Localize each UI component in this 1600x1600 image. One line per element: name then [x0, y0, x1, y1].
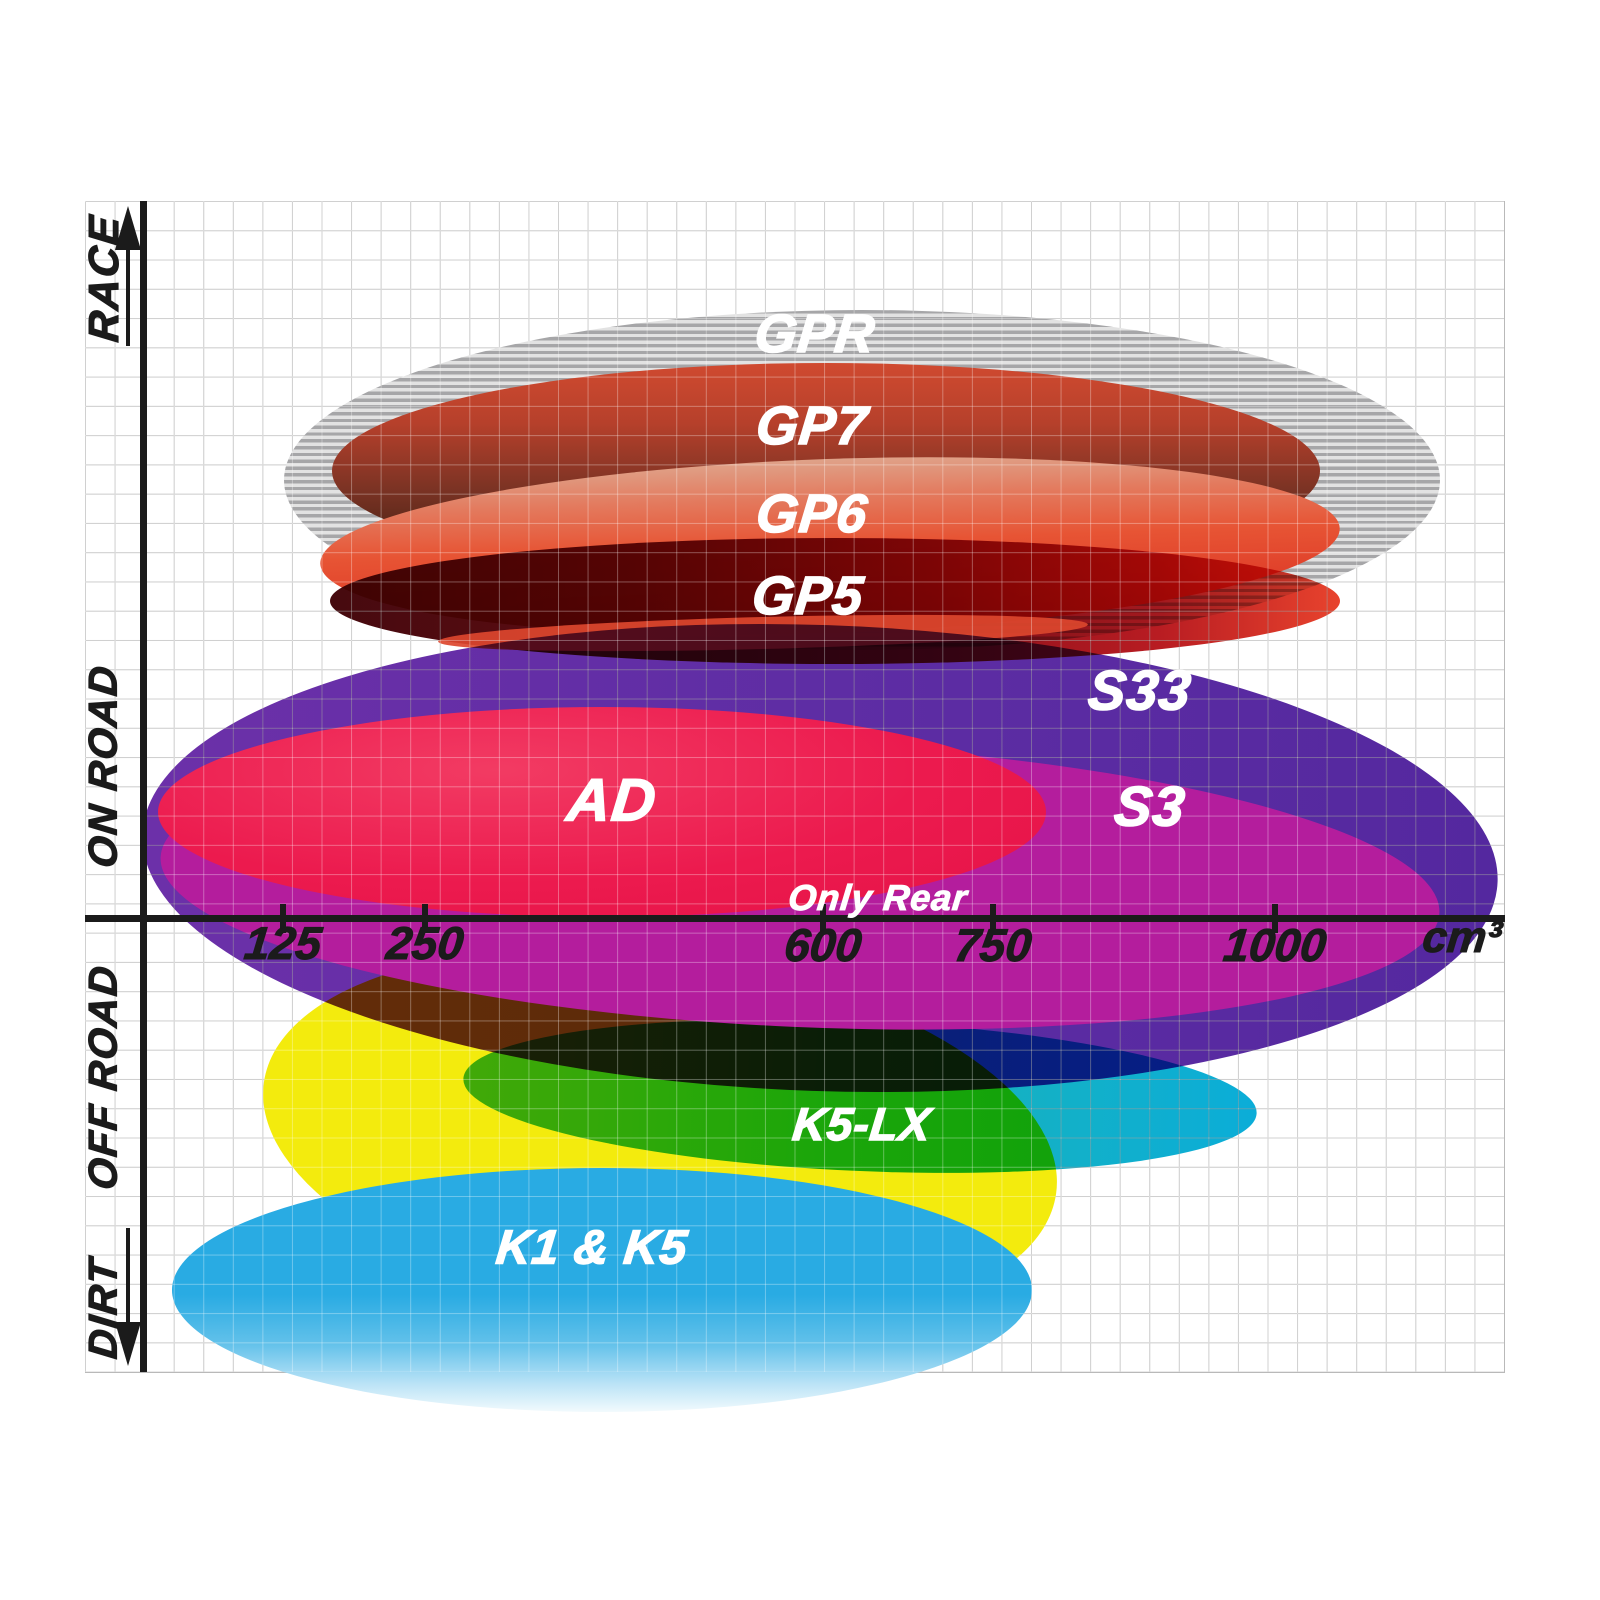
- x-tick-label-250: 250: [383, 917, 467, 970]
- region-label-gp5: GP5: [749, 565, 868, 627]
- region-label-k5lx: K5-LX: [790, 1097, 935, 1151]
- region-label-ad: AD: [563, 766, 660, 835]
- x-tick-label-600: 600: [781, 919, 865, 972]
- region-note-only-rear: Only Rear: [786, 877, 970, 919]
- y-zone-label-dirt: DIRT: [81, 1255, 126, 1361]
- x-tick-label-750: 750: [951, 919, 1035, 972]
- region-label-s33: S33: [1085, 658, 1196, 723]
- region-label-gpr: GPR: [751, 303, 879, 365]
- region-label-s3: S3: [1111, 774, 1190, 839]
- dirt-arrow-line: [126, 1228, 130, 1328]
- x-tick-label-1000: 1000: [1221, 919, 1330, 972]
- region-label-gp6: GP6: [753, 483, 872, 545]
- y-zone-label-off-road: OFF ROAD: [81, 962, 126, 1193]
- y-axis-line: [140, 201, 147, 1372]
- region-label-k1k5: K1 & K5: [493, 1221, 691, 1276]
- x-tick-label-125: 125: [241, 917, 325, 970]
- region-label-gp7: GP7: [753, 395, 872, 457]
- x-axis-unit-label: cm³: [1420, 913, 1504, 963]
- region-k1k5-ellipse: [172, 1168, 1032, 1412]
- y-zone-label-race: RACE: [79, 211, 127, 344]
- y-zone-label-on-road: ON ROAD: [81, 662, 126, 871]
